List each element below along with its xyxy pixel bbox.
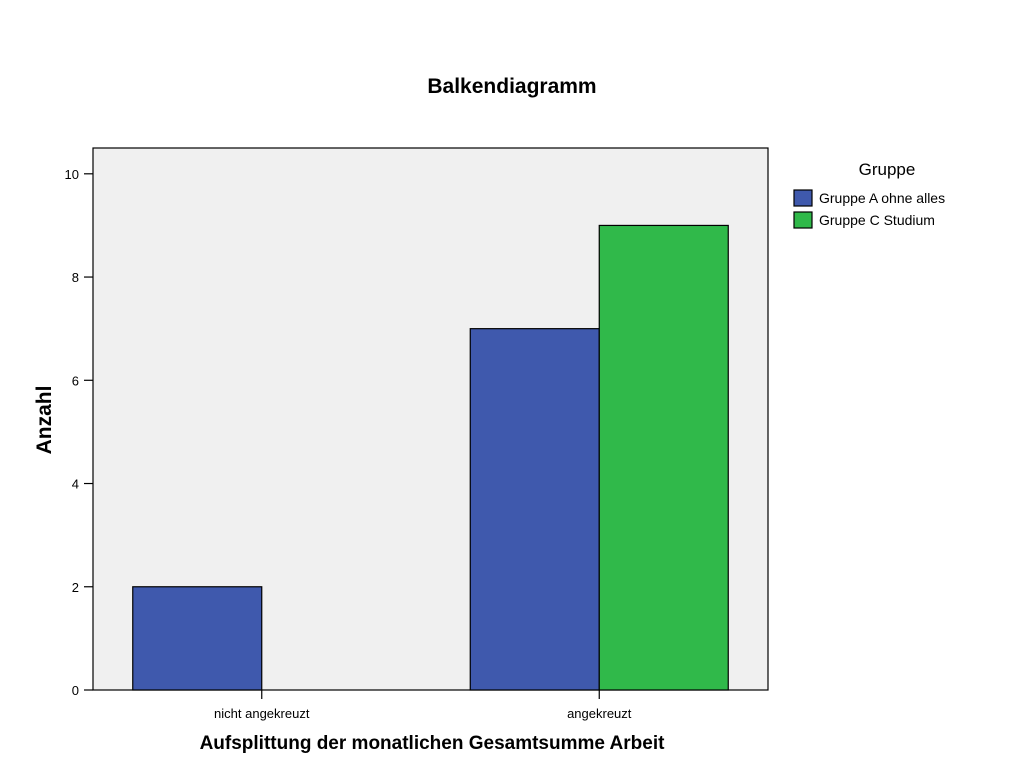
legend-items: Gruppe A ohne alles Gruppe C Studium [793, 189, 945, 229]
y-tick-label: 10 [65, 167, 79, 182]
bar-gruppe-a-1 [469, 328, 600, 691]
x-axis: nicht angekreuzt angekreuzt [214, 690, 632, 721]
y-axis: 0 2 4 6 8 10 [65, 167, 93, 698]
legend-item-label: Gruppe A ohne alles [819, 190, 945, 206]
x-tick-label: angekreuzt [567, 706, 632, 721]
legend-item-label: Gruppe C Studium [819, 212, 935, 228]
x-tick-label: nicht angekreuzt [214, 706, 310, 721]
y-tick-label: 2 [72, 580, 79, 595]
y-axis-label: Anzahl [33, 386, 56, 455]
legend-swatch [793, 189, 813, 207]
y-tick-label: 6 [72, 373, 79, 388]
chart-title: Balkendiagramm [427, 75, 596, 98]
bars-layer [132, 224, 729, 691]
bar-gruppe-c-1 [598, 224, 729, 691]
x-axis-label: Aufsplittung der monatlichen Gesamtsumme… [200, 733, 666, 754]
y-tick-label: 4 [72, 477, 79, 492]
y-tick-label: 0 [72, 683, 79, 698]
legend-swatch [793, 211, 813, 229]
legend: Gruppe Gruppe A ohne alles Gruppe C Studi… [793, 160, 945, 229]
legend-title: Gruppe [859, 160, 916, 179]
bar-gruppe-a-0 [132, 586, 263, 691]
y-tick-label: 8 [72, 270, 79, 285]
